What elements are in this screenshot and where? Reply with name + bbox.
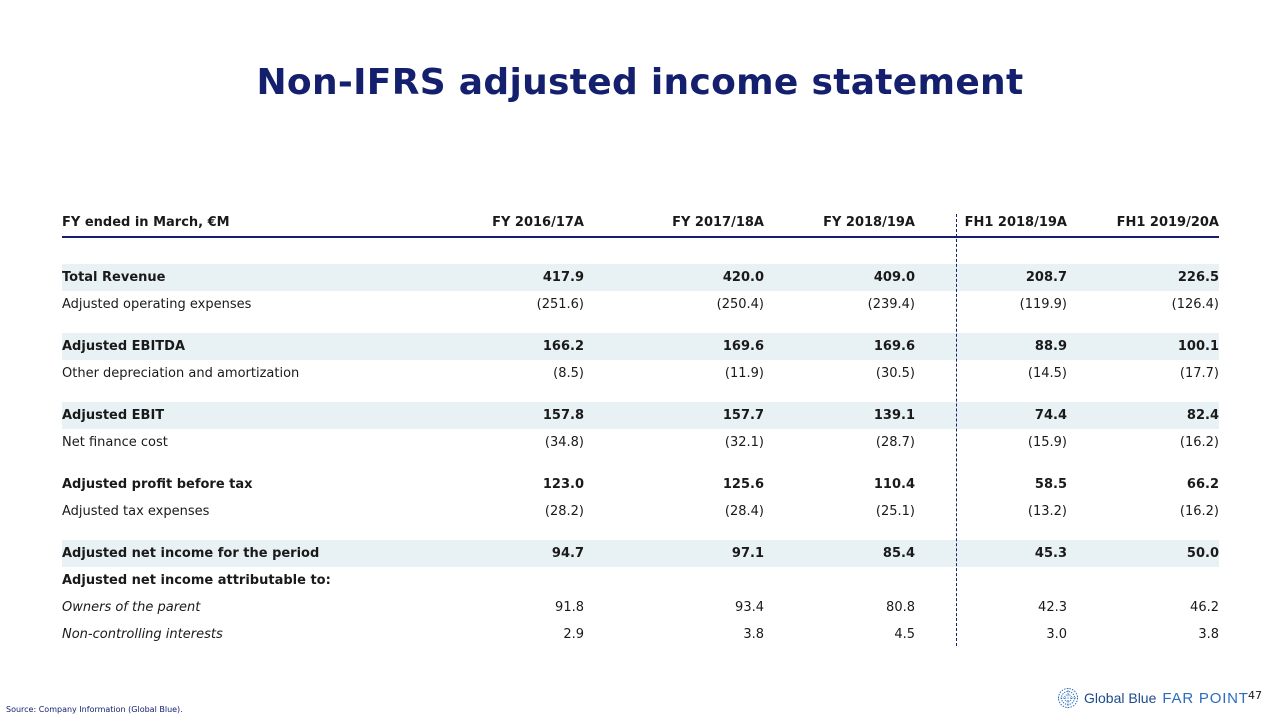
row-value: 417.9 <box>542 270 584 285</box>
row-value: 157.8 <box>542 408 584 423</box>
row-value: 50.0 <box>1186 546 1219 561</box>
row-value: (25.1) <box>875 504 915 519</box>
row-value: (30.5) <box>875 366 915 381</box>
row-label: Adjusted EBITDA <box>62 339 186 354</box>
row-value: 58.5 <box>1034 477 1067 492</box>
row-value: (239.4) <box>867 297 915 312</box>
header-col-fh11819: FH1 2018/19A <box>964 215 1067 230</box>
row-value: 91.8 <box>555 600 584 615</box>
row-label: Owners of the parent <box>62 600 201 615</box>
row-label: Adjusted net income for the period <box>62 546 320 561</box>
row-value: 82.4 <box>1186 408 1219 423</box>
table-row-adjusted-ebitda: Adjusted EBITDA 166.2 169.6 169.6 88.9 1… <box>62 333 1219 360</box>
row-value: (28.2) <box>544 504 584 519</box>
table-row-non-controlling: Non-controlling interests 2.9 3.8 4.5 3.… <box>62 621 1219 648</box>
row-value: 166.2 <box>542 339 584 354</box>
header-label: FY ended in March, €M <box>62 215 230 230</box>
row-value: 45.3 <box>1034 546 1067 561</box>
table-row-total-revenue: Total Revenue 417.9 420.0 409.0 208.7 22… <box>62 264 1219 291</box>
row-label: Net finance cost <box>62 435 168 450</box>
row-value: 100.1 <box>1177 339 1219 354</box>
row-value: (8.5) <box>553 366 584 381</box>
row-value: 3.8 <box>743 627 764 642</box>
row-label: Adjusted net income attributable to: <box>62 573 331 588</box>
table-row-attributable-heading: Adjusted net income attributable to: <box>62 567 1219 594</box>
row-value: 42.3 <box>1038 600 1067 615</box>
company-logo: Global Blue FAR POINT <box>1057 687 1249 709</box>
header-col-fy1617: FY 2016/17A <box>492 215 584 230</box>
table-row-operating-expenses: Adjusted operating expenses (251.6) (250… <box>62 291 1219 318</box>
table-row-profit-before-tax: Adjusted profit before tax 123.0 125.6 1… <box>62 471 1219 498</box>
page-title: Non-IFRS adjusted income statement <box>256 62 1024 103</box>
row-label: Adjusted profit before tax <box>62 477 253 492</box>
row-value: (16.2) <box>1179 504 1219 519</box>
global-blue-logo-icon <box>1058 688 1078 708</box>
row-value: (119.9) <box>1019 297 1067 312</box>
row-value: 226.5 <box>1177 270 1219 285</box>
row-value: 139.1 <box>873 408 915 423</box>
row-value: (250.4) <box>716 297 764 312</box>
half-year-divider <box>956 214 957 646</box>
row-value: (28.7) <box>875 435 915 450</box>
row-value: (16.2) <box>1179 435 1219 450</box>
row-value: (32.1) <box>724 435 764 450</box>
table-row-net-finance-cost: Net finance cost (34.8) (32.1) (28.7) (1… <box>62 429 1219 456</box>
row-label: Adjusted EBIT <box>62 408 165 423</box>
row-value: 85.4 <box>882 546 915 561</box>
header-col-fy1718: FY 2017/18A <box>672 215 764 230</box>
row-label: Non-controlling interests <box>62 627 223 642</box>
page-number: 47 <box>1248 689 1262 702</box>
row-value: 93.4 <box>735 600 764 615</box>
row-label: Other depreciation and amortization <box>62 366 300 381</box>
row-value: 97.1 <box>731 546 764 561</box>
logo-text-far-point: FAR POINT <box>1162 689 1249 707</box>
row-value: 2.9 <box>563 627 584 642</box>
row-value: 88.9 <box>1034 339 1067 354</box>
row-value: 3.8 <box>1198 627 1219 642</box>
source-note: Source: Company Information (Global Blue… <box>6 705 183 714</box>
row-value: 409.0 <box>873 270 915 285</box>
logo-text-global-blue: Global Blue <box>1084 690 1157 706</box>
row-value: (28.4) <box>724 504 764 519</box>
row-value: 66.2 <box>1186 477 1219 492</box>
table-row-owners-of-parent: Owners of the parent 91.8 93.4 80.8 42.3… <box>62 594 1219 621</box>
row-value: (126.4) <box>1171 297 1219 312</box>
row-value: (14.5) <box>1027 366 1067 381</box>
row-value: 4.5 <box>894 627 915 642</box>
row-value: (17.7) <box>1179 366 1219 381</box>
table-row-net-income: Adjusted net income for the period 94.7 … <box>62 540 1219 567</box>
table-header-row: FY ended in March, €M FY 2016/17A FY 201… <box>62 214 1219 238</box>
table-row-tax-expenses: Adjusted tax expenses (28.2) (28.4) (25.… <box>62 498 1219 525</box>
row-value: 110.4 <box>873 477 915 492</box>
row-value: 169.6 <box>873 339 915 354</box>
table-row-depreciation: Other depreciation and amortization (8.5… <box>62 360 1219 387</box>
row-value: 94.7 <box>551 546 584 561</box>
row-value: (11.9) <box>724 366 764 381</box>
row-value: 46.2 <box>1190 600 1219 615</box>
row-value: (15.9) <box>1027 435 1067 450</box>
table-row-adjusted-ebit: Adjusted EBIT 157.8 157.7 139.1 74.4 82.… <box>62 402 1219 429</box>
row-value: 3.0 <box>1046 627 1067 642</box>
row-value: 80.8 <box>886 600 915 615</box>
row-label: Adjusted operating expenses <box>62 297 252 312</box>
row-label: Adjusted tax expenses <box>62 504 210 519</box>
row-value: 208.7 <box>1025 270 1067 285</box>
row-value: 123.0 <box>542 477 584 492</box>
row-label: Total Revenue <box>62 270 166 285</box>
row-value: 157.7 <box>722 408 764 423</box>
row-value: 74.4 <box>1034 408 1067 423</box>
row-value: 125.6 <box>722 477 764 492</box>
row-value: (13.2) <box>1027 504 1067 519</box>
row-value: (251.6) <box>536 297 584 312</box>
header-col-fy1819: FY 2018/19A <box>823 215 915 230</box>
row-value: 420.0 <box>722 270 764 285</box>
row-value: (34.8) <box>544 435 584 450</box>
income-statement-table: FY ended in March, €M FY 2016/17A FY 201… <box>62 214 1219 648</box>
header-col-fh11920: FH1 2019/20A <box>1116 215 1219 230</box>
row-value: 169.6 <box>722 339 764 354</box>
